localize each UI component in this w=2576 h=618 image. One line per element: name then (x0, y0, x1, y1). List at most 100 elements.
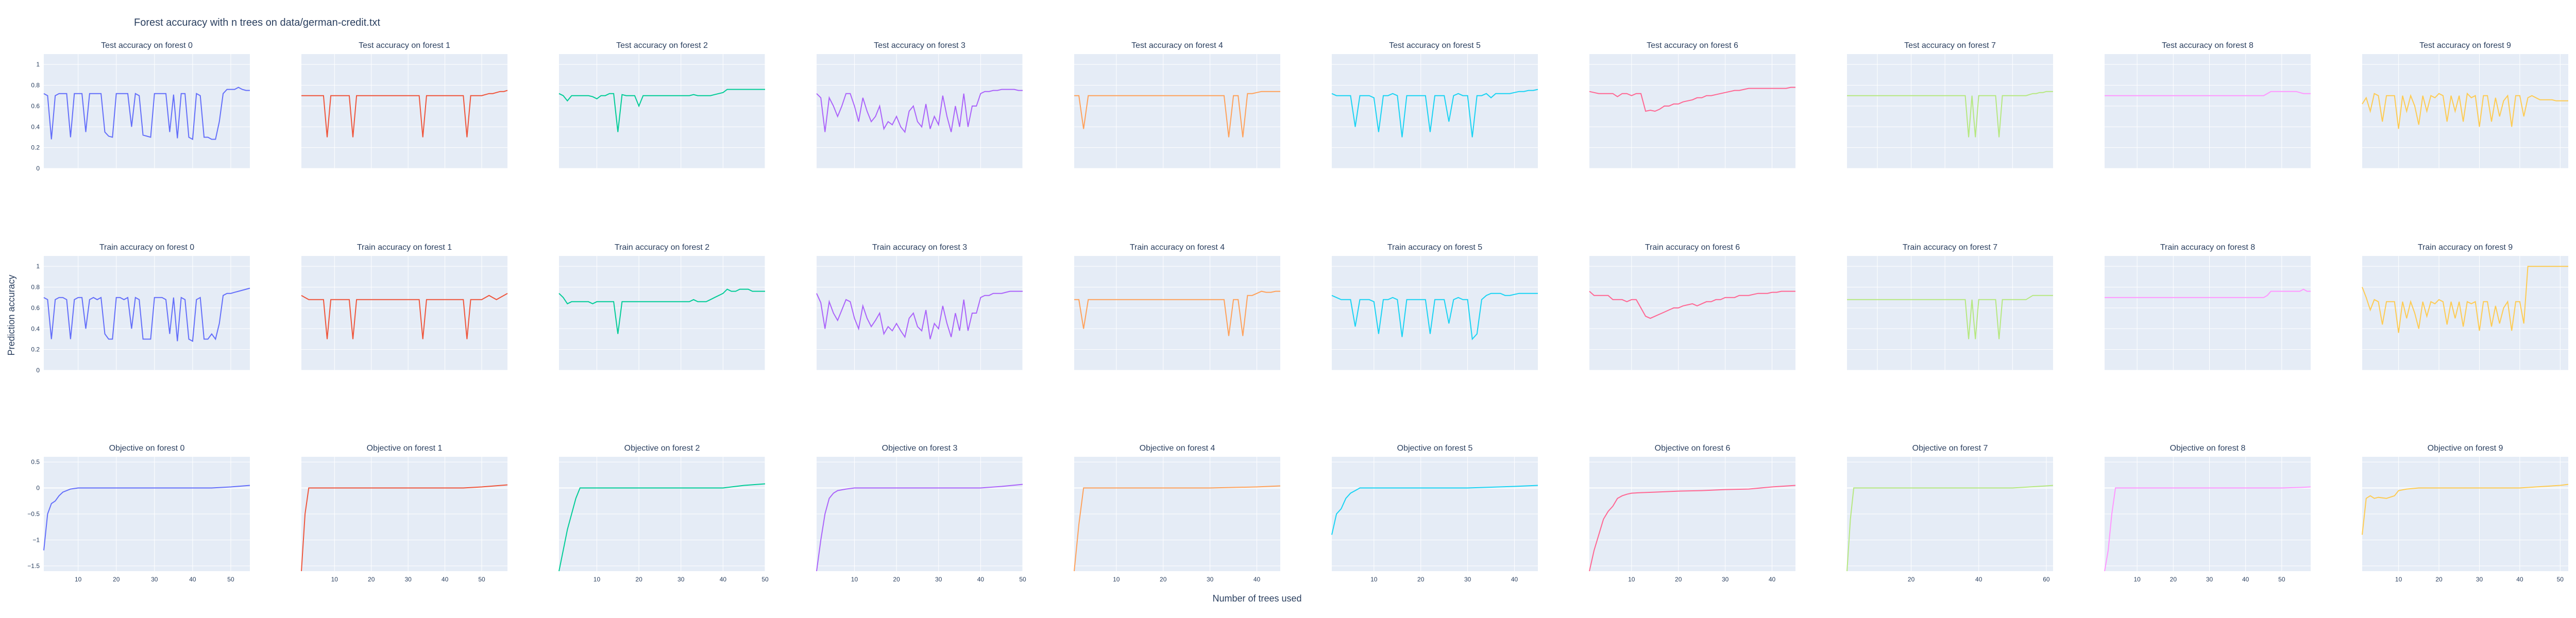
subplot-test-9: Test accuracy on forest 9 (2362, 41, 2568, 169)
plot-area (817, 256, 1023, 370)
subplot-test-4: Test accuracy on forest 4 (1074, 41, 1280, 169)
subplot-train-8: Train accuracy on forest 8 (2105, 243, 2311, 371)
y-tick-label: 0.2 (31, 346, 40, 353)
x-tick-label: 30 (935, 576, 942, 583)
x-tick-label: 40 (1769, 576, 1776, 583)
subplot-title: Train accuracy on forest 1 (357, 243, 452, 252)
x-tick-label: 40 (1511, 576, 1518, 583)
subplot-title: Train accuracy on forest 7 (1903, 243, 1997, 252)
x-tick-label: 10 (851, 576, 858, 583)
series-line-forest-7 (1847, 91, 2053, 138)
y-tick-label: 0 (36, 165, 40, 172)
series-line-forest-6 (1589, 290, 1795, 319)
x-tick-label: 30 (2206, 576, 2213, 583)
subplot-title: Objective on forest 2 (624, 444, 700, 453)
y-tick-label: 0.8 (31, 284, 40, 291)
series-line-forest-5 (1331, 89, 1538, 138)
x-tick-label: 40 (442, 576, 449, 583)
x-tick-label: 30 (1722, 576, 1729, 583)
subplot-title: Objective on forest 7 (1912, 444, 1988, 453)
plot-area (2105, 54, 2311, 168)
subplot-objective-3: 10 20 30 40 50 Objective on forest 3 (816, 444, 1026, 583)
x-tick-label: 10 (75, 576, 82, 583)
subplot-objective-5: 10 20 30 40 Objective on forest 5 (1331, 444, 1538, 583)
series-line-forest-0 (43, 485, 250, 551)
x-tick-label: 10 (1370, 576, 1378, 583)
x-tick-label: 20 (368, 576, 375, 583)
x-tick-label: 20 (2435, 576, 2443, 583)
subplot-title: Objective on forest 8 (2170, 444, 2246, 453)
plot-area (1074, 54, 1280, 168)
x-tick-label: 10 (1628, 576, 1635, 583)
series-line-forest-2 (558, 288, 765, 334)
series-line-forest-6 (1589, 485, 1796, 572)
x-tick-label: 20 (635, 576, 642, 583)
x-tick-label: 20 (113, 576, 120, 583)
plot-area (817, 54, 1023, 168)
y-tick-label: 0.8 (31, 82, 40, 89)
plot-area (2105, 256, 2311, 370)
subplot-objective-0: −1.5 −1 −0.5 0 0.5 10 20 30 40 50 Objective on for… (27, 444, 250, 583)
subplot-title: Train accuracy on forest 3 (872, 243, 967, 252)
x-tick-label: 20 (893, 576, 900, 583)
x-tick-label: 10 (2133, 576, 2141, 583)
series-line-forest-2 (558, 483, 766, 572)
subplot-test-2: Test accuracy on forest 2 (558, 41, 766, 169)
subplot-title: Test accuracy on forest 7 (1904, 41, 1996, 50)
x-tick-label: 20 (1417, 576, 1425, 583)
y-tick-label: 0.2 (31, 144, 40, 151)
x-tick-label: 20 (2170, 576, 2177, 583)
x-tick-label: 60 (2043, 576, 2050, 583)
series-line-forest-7 (1846, 485, 2054, 572)
subplot-objective-4: 10 20 30 40 Objective on forest 4 (1074, 444, 1281, 583)
y-tick-label: −0.5 (27, 510, 40, 518)
subplot-title: Train accuracy on forest 9 (2418, 243, 2513, 252)
plot-area (1074, 256, 1280, 370)
plot-area (1847, 54, 2053, 168)
subplot-train-1: Train accuracy on forest 1 (301, 243, 508, 371)
series-line-forest-4 (1074, 485, 1281, 572)
y-axis-title: Prediction accuracy (6, 274, 16, 355)
x-tick-label: 40 (1975, 576, 1982, 583)
x-tick-label: 50 (227, 576, 234, 583)
plot-area (44, 256, 250, 370)
y-tick-label: 1 (36, 61, 40, 68)
series-line-forest-9 (2362, 92, 2568, 129)
subplot-test-1: Test accuracy on forest 1 (301, 41, 508, 169)
x-tick-label: 10 (1113, 576, 1120, 583)
subplot-title: Test accuracy on forest 6 (1647, 41, 1738, 50)
subplot-title: Train accuracy on forest 4 (1130, 243, 1225, 252)
y-tick-label: 0.6 (31, 102, 40, 110)
x-tick-label: 50 (478, 576, 485, 583)
series-line-forest-9 (2362, 484, 2569, 535)
plot-area (1332, 54, 1538, 168)
series-line-forest-1 (301, 293, 508, 339)
x-tick-label: 40 (189, 576, 196, 583)
x-tick-label: 20 (1908, 576, 1915, 583)
x-tick-label: 30 (1464, 576, 1471, 583)
x-tick-label: 40 (1253, 576, 1261, 583)
subplot-objective-7: 20 40 60 Objective on forest 7 (1846, 444, 2054, 583)
subplot-test-7: Test accuracy on forest 7 (1847, 41, 2053, 169)
y-tick-label: 0.4 (31, 325, 40, 332)
plot-area (1589, 54, 1795, 168)
plot-area (44, 54, 250, 168)
x-tick-label: 20 (1675, 576, 1682, 583)
series-line-forest-5 (1331, 485, 1538, 535)
subplot-objective-6: 10 20 30 40 Objective on forest 6 (1589, 444, 1796, 583)
x-axis-title: Number of trees used (1212, 593, 1301, 604)
series-line-forest-3 (816, 290, 1023, 339)
y-tick-label: 1 (36, 263, 40, 270)
subplot-test-3: Test accuracy on forest 3 (816, 41, 1023, 169)
y-tick-label: −1 (32, 536, 40, 543)
subplot-train-5: Train accuracy on forest 5 (1331, 243, 1538, 371)
x-tick-label: 50 (2557, 576, 2564, 583)
subplot-title: Train accuracy on forest 2 (615, 243, 709, 252)
subplot-title: Test accuracy on forest 3 (874, 41, 965, 50)
subplot-title: Objective on forest 5 (1397, 444, 1473, 453)
series-line-forest-3 (816, 89, 1023, 133)
x-tick-label: 50 (2278, 576, 2285, 583)
x-tick-label: 30 (1207, 576, 1214, 583)
subplot-title: Train accuracy on forest 8 (2160, 243, 2255, 252)
